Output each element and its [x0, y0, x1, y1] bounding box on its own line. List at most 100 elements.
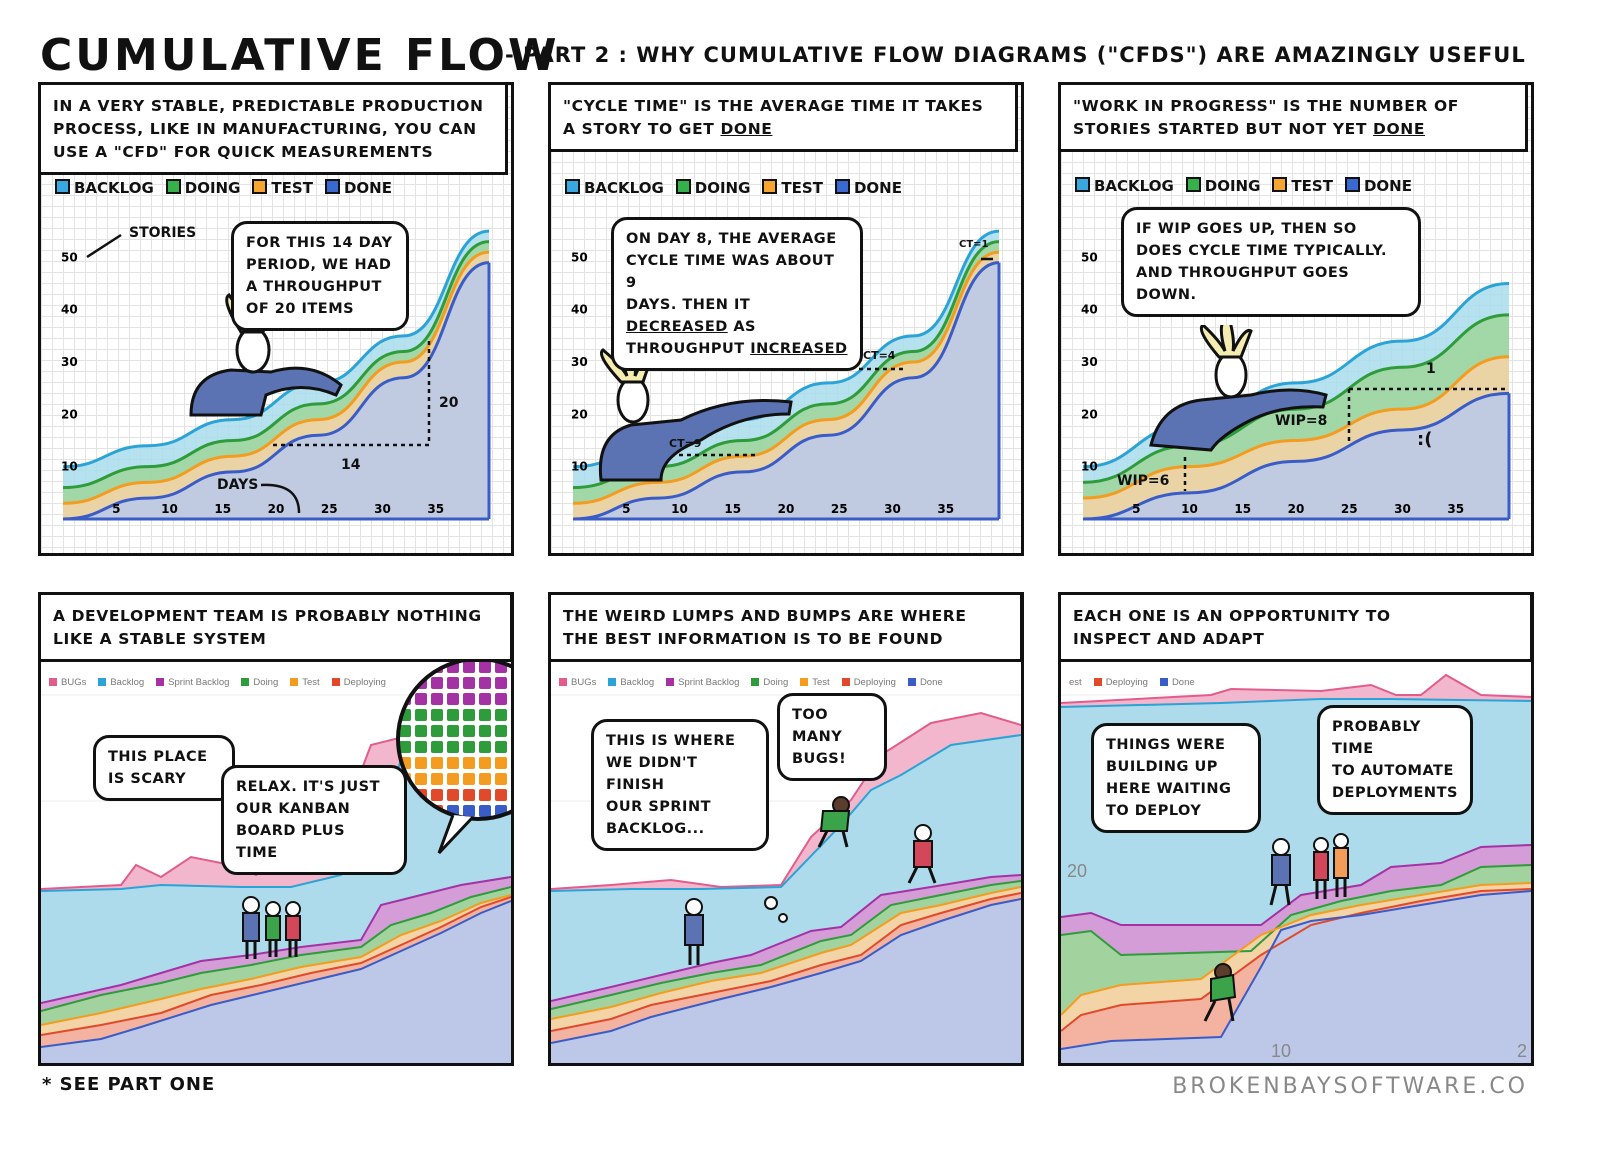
kanban-card [463, 773, 475, 785]
area-done [1083, 393, 1509, 519]
kanban-card [399, 725, 411, 737]
x-tick-label: 15 [214, 502, 231, 516]
x-tick-label: 25 [321, 502, 338, 516]
legend-doing: DOING [165, 179, 240, 197]
kanban-card [479, 757, 491, 769]
chart-legend: BACKLOG DOING TEST DONE [55, 179, 392, 197]
bubble-line: DOES CYCLE TIME TYPICALLY. [1136, 243, 1387, 259]
kanban-card [495, 693, 507, 705]
legend-deploying: Deploying [331, 677, 386, 688]
real-line-layer [1061, 844, 1531, 926]
bubble-line: ON DAY 8, THE AVERAGE [626, 231, 837, 247]
chart-legend: BACKLOG DOING TEST DONE [565, 179, 902, 197]
speech-bubble-cycle-time: ON DAY 8, THE AVERAGE CYCLE TIME WAS ABO… [611, 217, 863, 371]
kanban-card [495, 741, 507, 753]
kanban-card [447, 709, 459, 721]
bubble-line: THINGS WERE [1106, 737, 1226, 753]
x-tick-label: 15 [724, 502, 741, 516]
x-tick-label: 10 [161, 502, 178, 516]
bubble-line: OUR KANBAN [236, 801, 351, 817]
x-tick-label: 5 [112, 502, 120, 516]
bubble-line: PROBABLY TIME [1332, 719, 1421, 757]
real-line-layer [551, 874, 1021, 1002]
caption-line: THE WEIRD LUMPS AND BUMPS ARE WHERE [563, 607, 967, 625]
legend-done: Done [1159, 677, 1195, 688]
kanban-card [479, 805, 491, 817]
caption-done: DONE [1373, 120, 1426, 138]
kanban-card [399, 741, 411, 753]
real-line-layer [1061, 864, 1531, 957]
panel-6-caption: EACH ONE IS AN OPPORTUNITY TO INSPECT AN… [1061, 595, 1531, 662]
legend-done: DONE [834, 179, 902, 197]
panel-wip: 5 10 15 20 25 30 35 10 20 30 40 50 "WORK IN PROGRES… [1058, 82, 1534, 556]
kanban-card [415, 709, 427, 721]
bubble-line: IS SCARY [108, 771, 187, 787]
footnote: * SEE PART ONE [42, 1074, 216, 1095]
caption-line: "CYCLE TIME" IS THE AVERAGE TIME IT TAKE… [563, 97, 984, 115]
bubble-line: HERE WAITING [1106, 781, 1232, 797]
legend-doing: DOING [1185, 177, 1260, 195]
page-title: CUMULATIVE FLOW [40, 30, 560, 81]
kanban-card [447, 789, 459, 801]
kanban-card [431, 709, 443, 721]
kanban-card [463, 757, 475, 769]
real-line-layer [41, 876, 511, 1004]
bubble-line: FOR THIS 14 DAY [246, 235, 393, 251]
y-tick-label: 50 [571, 250, 588, 264]
panel-3-caption: "WORK IN PROGRESS" IS THE NUMBER OF STOR… [1061, 85, 1528, 152]
kanban-card [511, 789, 514, 801]
real-line-layer [41, 894, 511, 1026]
kanban-card [447, 741, 459, 753]
bubble-line: PERIOD, WE HAD [246, 257, 392, 273]
x-tick-label: 30 [374, 502, 391, 516]
speech-bubble-relax: RELAX. IT'S JUST OUR KANBAN BOARD PLUS T… [221, 765, 407, 875]
real-line-layer [551, 886, 1021, 1020]
kanban-card [447, 677, 459, 689]
caption-line: INSPECT AND ADAPT [1073, 630, 1265, 648]
kanban-card [479, 725, 491, 737]
kanban-card [415, 805, 427, 817]
kanban-card [479, 789, 491, 801]
bubble-line: THIS IS WHERE [606, 733, 736, 749]
kanban-card [415, 661, 427, 673]
legend-sprint: Sprint Backlog [666, 677, 739, 688]
kanban-card [431, 725, 443, 737]
bubble-line: OF 20 ITEMS [246, 301, 355, 317]
days-label: DAYS [217, 477, 259, 493]
caption-line: A STORY TO GET DONE [563, 120, 773, 138]
kanban-card [479, 741, 491, 753]
x-tick-label: 30 [1394, 502, 1411, 516]
legend-doing: Doing [241, 677, 278, 688]
kanban-card [511, 725, 514, 737]
x-tick-label: 35 [1447, 502, 1464, 516]
jira-legend: BUGs Backlog Sprint Backlog Doing Test D… [559, 677, 943, 688]
caption-line: "WORK IN PROGRESS" IS THE NUMBER OF [1073, 97, 1459, 115]
kanban-card [511, 741, 514, 753]
real-line-layer [1061, 888, 1531, 1032]
magnifier-kanban-icon [396, 657, 514, 855]
real-line-layer [1061, 673, 1531, 704]
panel-1-caption: IN A VERY STABLE, PREDICTABLE PRODUCTION… [41, 85, 508, 175]
y-tick-label: 20 [1081, 407, 1098, 421]
real-line-layer [1061, 882, 1531, 1016]
ct-label-9: CT=9 [669, 437, 702, 450]
caption-line: PROCESS, LIKE IN MANUFACTURING, YOU CAN [53, 120, 477, 138]
throughput-triangle [273, 337, 431, 447]
panel-lumps-bumps: THE WEIRD LUMPS AND BUMPS ARE WHERE THE … [548, 592, 1024, 1066]
speech-bubble-automate: PROBABLY TIME TO AUTOMATE DEPLOYMENTS [1317, 705, 1473, 815]
bubble-line: THROUGHPUT INCREASED [626, 341, 848, 357]
caption-line: THE BEST INFORMATION IS TO BE FOUND [563, 630, 944, 648]
line-done [1082, 391, 1510, 521]
caption-line: LIKE A STABLE SYSTEM [53, 630, 267, 648]
kanban-card [511, 757, 514, 769]
magnifier-tail [437, 814, 475, 855]
x-tick-label: 35 [937, 502, 954, 516]
real-line-layer [1061, 890, 1531, 1050]
legend-test: est [1069, 677, 1082, 688]
speech-bubble-sprint: THIS IS WHERE WE DIDN'T FINISH OUR SPRIN… [591, 719, 769, 851]
kanban-card [495, 773, 507, 785]
bubble-line: CYCLE TIME WAS ABOUT 9 [626, 253, 835, 291]
kanban-card [399, 661, 411, 673]
legend-test: TEST [1272, 177, 1333, 195]
panel-4-caption: A DEVELOPMENT TEAM IS PROBABLY NOTHING L… [41, 595, 511, 662]
